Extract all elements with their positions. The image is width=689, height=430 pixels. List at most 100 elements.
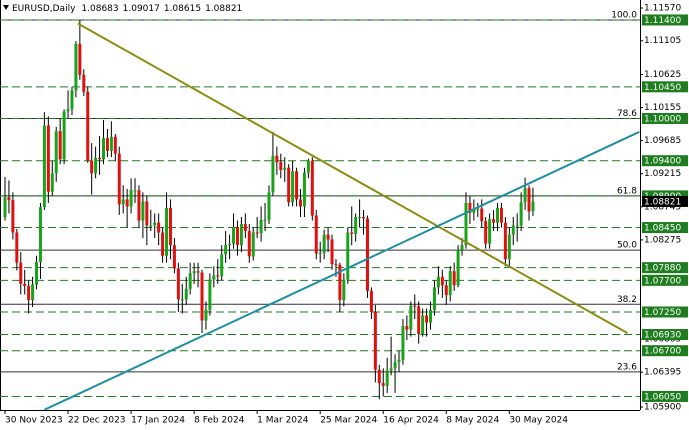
- candle-body: [436, 276, 440, 288]
- candle-body: [503, 222, 507, 260]
- candle-body: [180, 299, 184, 301]
- candle-body: [204, 309, 208, 321]
- level-label-box: [642, 329, 688, 341]
- candle-body: [302, 172, 306, 207]
- last-price-box: [642, 195, 688, 207]
- x-tick-label: 30 Nov 2023: [5, 416, 63, 426]
- y-tick-label: 1.11570: [644, 4, 681, 14]
- x-tick-label: 17 Jan 2024: [131, 416, 185, 426]
- level-label: 1.06050: [644, 392, 681, 402]
- level-label: 1.07700: [644, 276, 681, 286]
- candle-body: [66, 109, 70, 112]
- header-open: 1.08683: [81, 4, 118, 14]
- candle-body: [472, 208, 476, 213]
- candle-body: [15, 232, 19, 263]
- candle-body: [444, 285, 448, 296]
- candle-body: [7, 197, 11, 201]
- candle-body: [129, 190, 133, 207]
- candle-body: [511, 225, 515, 235]
- level-label-box: [642, 306, 688, 318]
- candle-body: [102, 138, 105, 160]
- level-label: 1.10450: [644, 83, 681, 93]
- level-label: 1.06930: [644, 331, 681, 341]
- level-label-box: [642, 345, 688, 357]
- candle-body: [448, 271, 452, 296]
- candle-body: [125, 199, 129, 207]
- level-label: 1.08450: [644, 224, 681, 234]
- candle-body: [19, 262, 23, 284]
- candle-body: [247, 231, 251, 257]
- candle-body: [196, 271, 200, 273]
- x-tick-label: 1 Mar 2024: [257, 416, 309, 426]
- candle-body: [157, 222, 161, 233]
- header-high: 1.09017: [123, 4, 160, 14]
- candle-body: [492, 219, 496, 223]
- x-tick-label: 16 Apr 2024: [383, 416, 439, 426]
- candle-body: [3, 197, 7, 217]
- candle-body: [50, 173, 54, 192]
- candle-body: [121, 199, 125, 205]
- candle-body: [228, 243, 232, 246]
- level-label: 1.06700: [644, 347, 681, 357]
- level-label-box: [642, 81, 688, 93]
- candle-body: [232, 226, 236, 244]
- candle-body: [109, 136, 113, 151]
- candle-body: [299, 199, 302, 207]
- candle-body: [141, 201, 145, 221]
- x-tick-label: 22 Dec 2023: [68, 416, 126, 426]
- candle-body: [220, 254, 224, 277]
- candle-body: [397, 359, 401, 362]
- candle-body: [519, 202, 523, 226]
- candle-body: [342, 279, 346, 301]
- candle-body: [452, 271, 456, 286]
- candle-body: [38, 207, 42, 263]
- x-tick-label: 25 Mar 2024: [320, 416, 377, 426]
- candle-body: [82, 74, 86, 92]
- candle-body: [385, 370, 389, 386]
- candle-body: [346, 232, 350, 280]
- trendline: [77, 22, 629, 334]
- candle-body: [515, 225, 519, 227]
- candle-body: [295, 171, 299, 200]
- level-label: 1.11400: [644, 16, 681, 26]
- y-tick-label: 1.08275: [644, 235, 681, 245]
- candle-body: [161, 232, 165, 256]
- candle-body: [523, 188, 527, 203]
- candle-body: [58, 131, 62, 160]
- candle-body: [460, 245, 464, 251]
- candle-body: [350, 232, 354, 234]
- fib-label: 61.8: [617, 186, 637, 196]
- candle-body: [216, 275, 220, 277]
- chart-header: EURUSD,Daily 1.08683 1.09017 1.08615 1.08821: [12, 4, 242, 14]
- candle-body: [267, 192, 271, 220]
- candle-body: [271, 155, 275, 193]
- candle-body: [31, 284, 35, 301]
- candle-body: [318, 252, 322, 254]
- candle-body: [188, 273, 192, 289]
- candle-body: [314, 215, 318, 254]
- level-label-box: [642, 262, 688, 274]
- candle-body: [27, 285, 31, 301]
- candle-body: [105, 138, 109, 151]
- level-label: 1.07880: [644, 264, 681, 274]
- level-label-box: [642, 222, 688, 234]
- candle-body: [468, 202, 472, 213]
- x-tick-label: 8 Feb 2024: [194, 416, 245, 426]
- candle-body: [208, 279, 212, 310]
- candle-body: [499, 207, 503, 223]
- x-tick-label: 8 May 2024: [446, 416, 499, 426]
- plot-area: [0, 19, 640, 410]
- candle-body: [145, 201, 149, 226]
- candle-body: [78, 43, 82, 75]
- candle-body: [480, 208, 484, 222]
- candle-body: [165, 207, 169, 256]
- candle-body: [338, 264, 342, 301]
- candle-body: [113, 136, 117, 154]
- candle-body: [358, 217, 362, 218]
- candle-body: [62, 111, 66, 160]
- candle-body: [389, 368, 393, 371]
- candle-body: [117, 153, 121, 205]
- candle-body: [42, 125, 46, 208]
